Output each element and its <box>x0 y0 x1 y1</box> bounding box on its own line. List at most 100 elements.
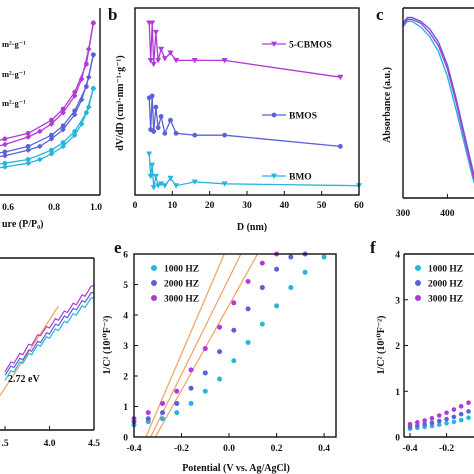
e-data-point <box>160 416 166 422</box>
b-data-point <box>162 130 168 136</box>
a-data-point <box>49 117 54 123</box>
b-data-point <box>168 117 173 123</box>
a-annotation-3: m²·g⁻¹ <box>2 98 26 108</box>
f-data-point <box>466 415 471 421</box>
c-ticks: 300 400 <box>396 194 455 219</box>
d-x-tick-label: .5 <box>1 439 8 449</box>
a-data-point <box>2 152 8 159</box>
f-data-point <box>436 422 442 427</box>
e-data-point <box>288 285 294 291</box>
e-data-point <box>160 400 166 406</box>
b-data-point <box>158 46 165 53</box>
d-x-tick-label: 4.5 <box>88 439 100 449</box>
a-data-point <box>2 164 8 170</box>
b-x-tick-label: 30 <box>242 201 252 211</box>
f-data-point <box>466 409 471 414</box>
b-data-point <box>152 173 159 180</box>
f-data-point <box>451 419 457 425</box>
b-data-point <box>149 162 156 169</box>
e-x-tick-label: -0.4 <box>126 444 141 454</box>
b-data-point <box>147 57 154 64</box>
e-y-tick-label: 6 <box>123 251 128 261</box>
f-y-axis-title: 1/C² (10¹⁰F⁻²) <box>376 316 387 375</box>
f-plot-area <box>407 400 471 432</box>
e-data-point <box>217 376 223 382</box>
a-x-tick-label: 0.6 <box>2 203 14 213</box>
f-data-point <box>458 411 464 417</box>
e-fit-line <box>150 253 242 438</box>
e-data-point <box>202 370 208 376</box>
panel-label-f: f <box>370 238 376 257</box>
e-x-tick-label: 0.2 <box>271 444 283 454</box>
b-data-point <box>158 181 165 187</box>
b-data-point <box>191 179 198 185</box>
c-y-axis-title: Absorbance (a.u.) <box>382 67 393 143</box>
e-y-tick-label: 3 <box>123 342 128 352</box>
e-data-point <box>188 385 194 391</box>
a-data-point <box>60 106 66 112</box>
a-data-point <box>2 149 8 155</box>
a-data-point <box>83 110 89 116</box>
e-y-tick-label: 2 <box>123 373 128 383</box>
e-data-point <box>259 321 265 327</box>
a-plot-area <box>0 20 97 170</box>
f-legend-marker <box>415 295 421 301</box>
f-data-point <box>422 418 427 423</box>
f-x-tick-label: -0.4 <box>402 444 417 454</box>
b-data-point <box>155 183 162 189</box>
a-data-point <box>83 84 89 89</box>
b-x-tick-label: 0 <box>133 201 138 211</box>
f-legend-label: 1000 HZ <box>428 265 463 275</box>
c-series-line <box>402 18 474 180</box>
e-data-point <box>231 358 237 364</box>
a-data-point <box>25 157 31 162</box>
e-data-point <box>174 400 180 406</box>
b-data-point <box>147 173 154 180</box>
f-data-point <box>429 420 435 426</box>
f-data-point <box>422 421 427 427</box>
a-data-point <box>90 52 96 58</box>
f-y-tick-label: 0 <box>395 434 400 444</box>
e-fit-line <box>154 253 259 438</box>
d-plot-area <box>0 284 95 396</box>
b-legend-label: 5-CBMOS <box>289 41 332 51</box>
e-plot-area <box>131 251 327 438</box>
panel-label-b: b <box>108 5 117 24</box>
e-data-point <box>202 346 208 352</box>
b-legend: 5-CBMOS BMOS BMO <box>262 41 332 183</box>
e-y-tick-label: 1 <box>123 403 128 413</box>
f-legend-marker <box>415 265 421 271</box>
d-series-line <box>4 284 95 373</box>
a-data-point <box>37 156 43 163</box>
e-data-point <box>245 278 251 284</box>
f-legend-label: 3000 HZ <box>428 295 463 305</box>
f-data-point <box>444 416 449 422</box>
f-data-point <box>407 421 413 427</box>
b-data-point <box>146 151 153 157</box>
a-data-point <box>90 20 96 26</box>
a-data-point <box>37 143 43 150</box>
e-data-point <box>188 367 194 373</box>
panel-c: c 300 400 Absorbance (a.u.) <box>376 5 474 219</box>
a-data-point <box>72 129 78 134</box>
e-data-point <box>217 349 223 355</box>
b-legend-marker <box>271 112 277 118</box>
b-data-point <box>221 57 228 64</box>
b-x-tick-label: 40 <box>280 201 290 211</box>
panel-a: m²·g⁻¹ m²·g⁻¹ m²·g⁻¹ 0.6 0.8 1.0 ure (P/… <box>0 8 102 230</box>
a-data-point <box>83 61 89 67</box>
e-data-point <box>160 410 166 416</box>
e-ticks: -0.4 -0.2 0.0 0.2 0.4 0 1 2 3 4 5 6 <box>123 251 330 455</box>
f-legend-label: 2000 HZ <box>428 280 463 290</box>
f-data-point <box>451 407 457 412</box>
a-data-point <box>72 89 78 95</box>
f-y-tick-label: 1 <box>395 388 400 398</box>
a-data-point <box>25 147 31 153</box>
e-data-point <box>245 339 251 345</box>
panel-e: e -0.4 -0.2 0.0 0.2 0.4 0 1 2 3 4 5 6 Potential (V … <box>102 238 337 474</box>
b-data-point <box>161 183 168 189</box>
a-annotation-2: m²·g⁻¹ <box>2 69 26 79</box>
